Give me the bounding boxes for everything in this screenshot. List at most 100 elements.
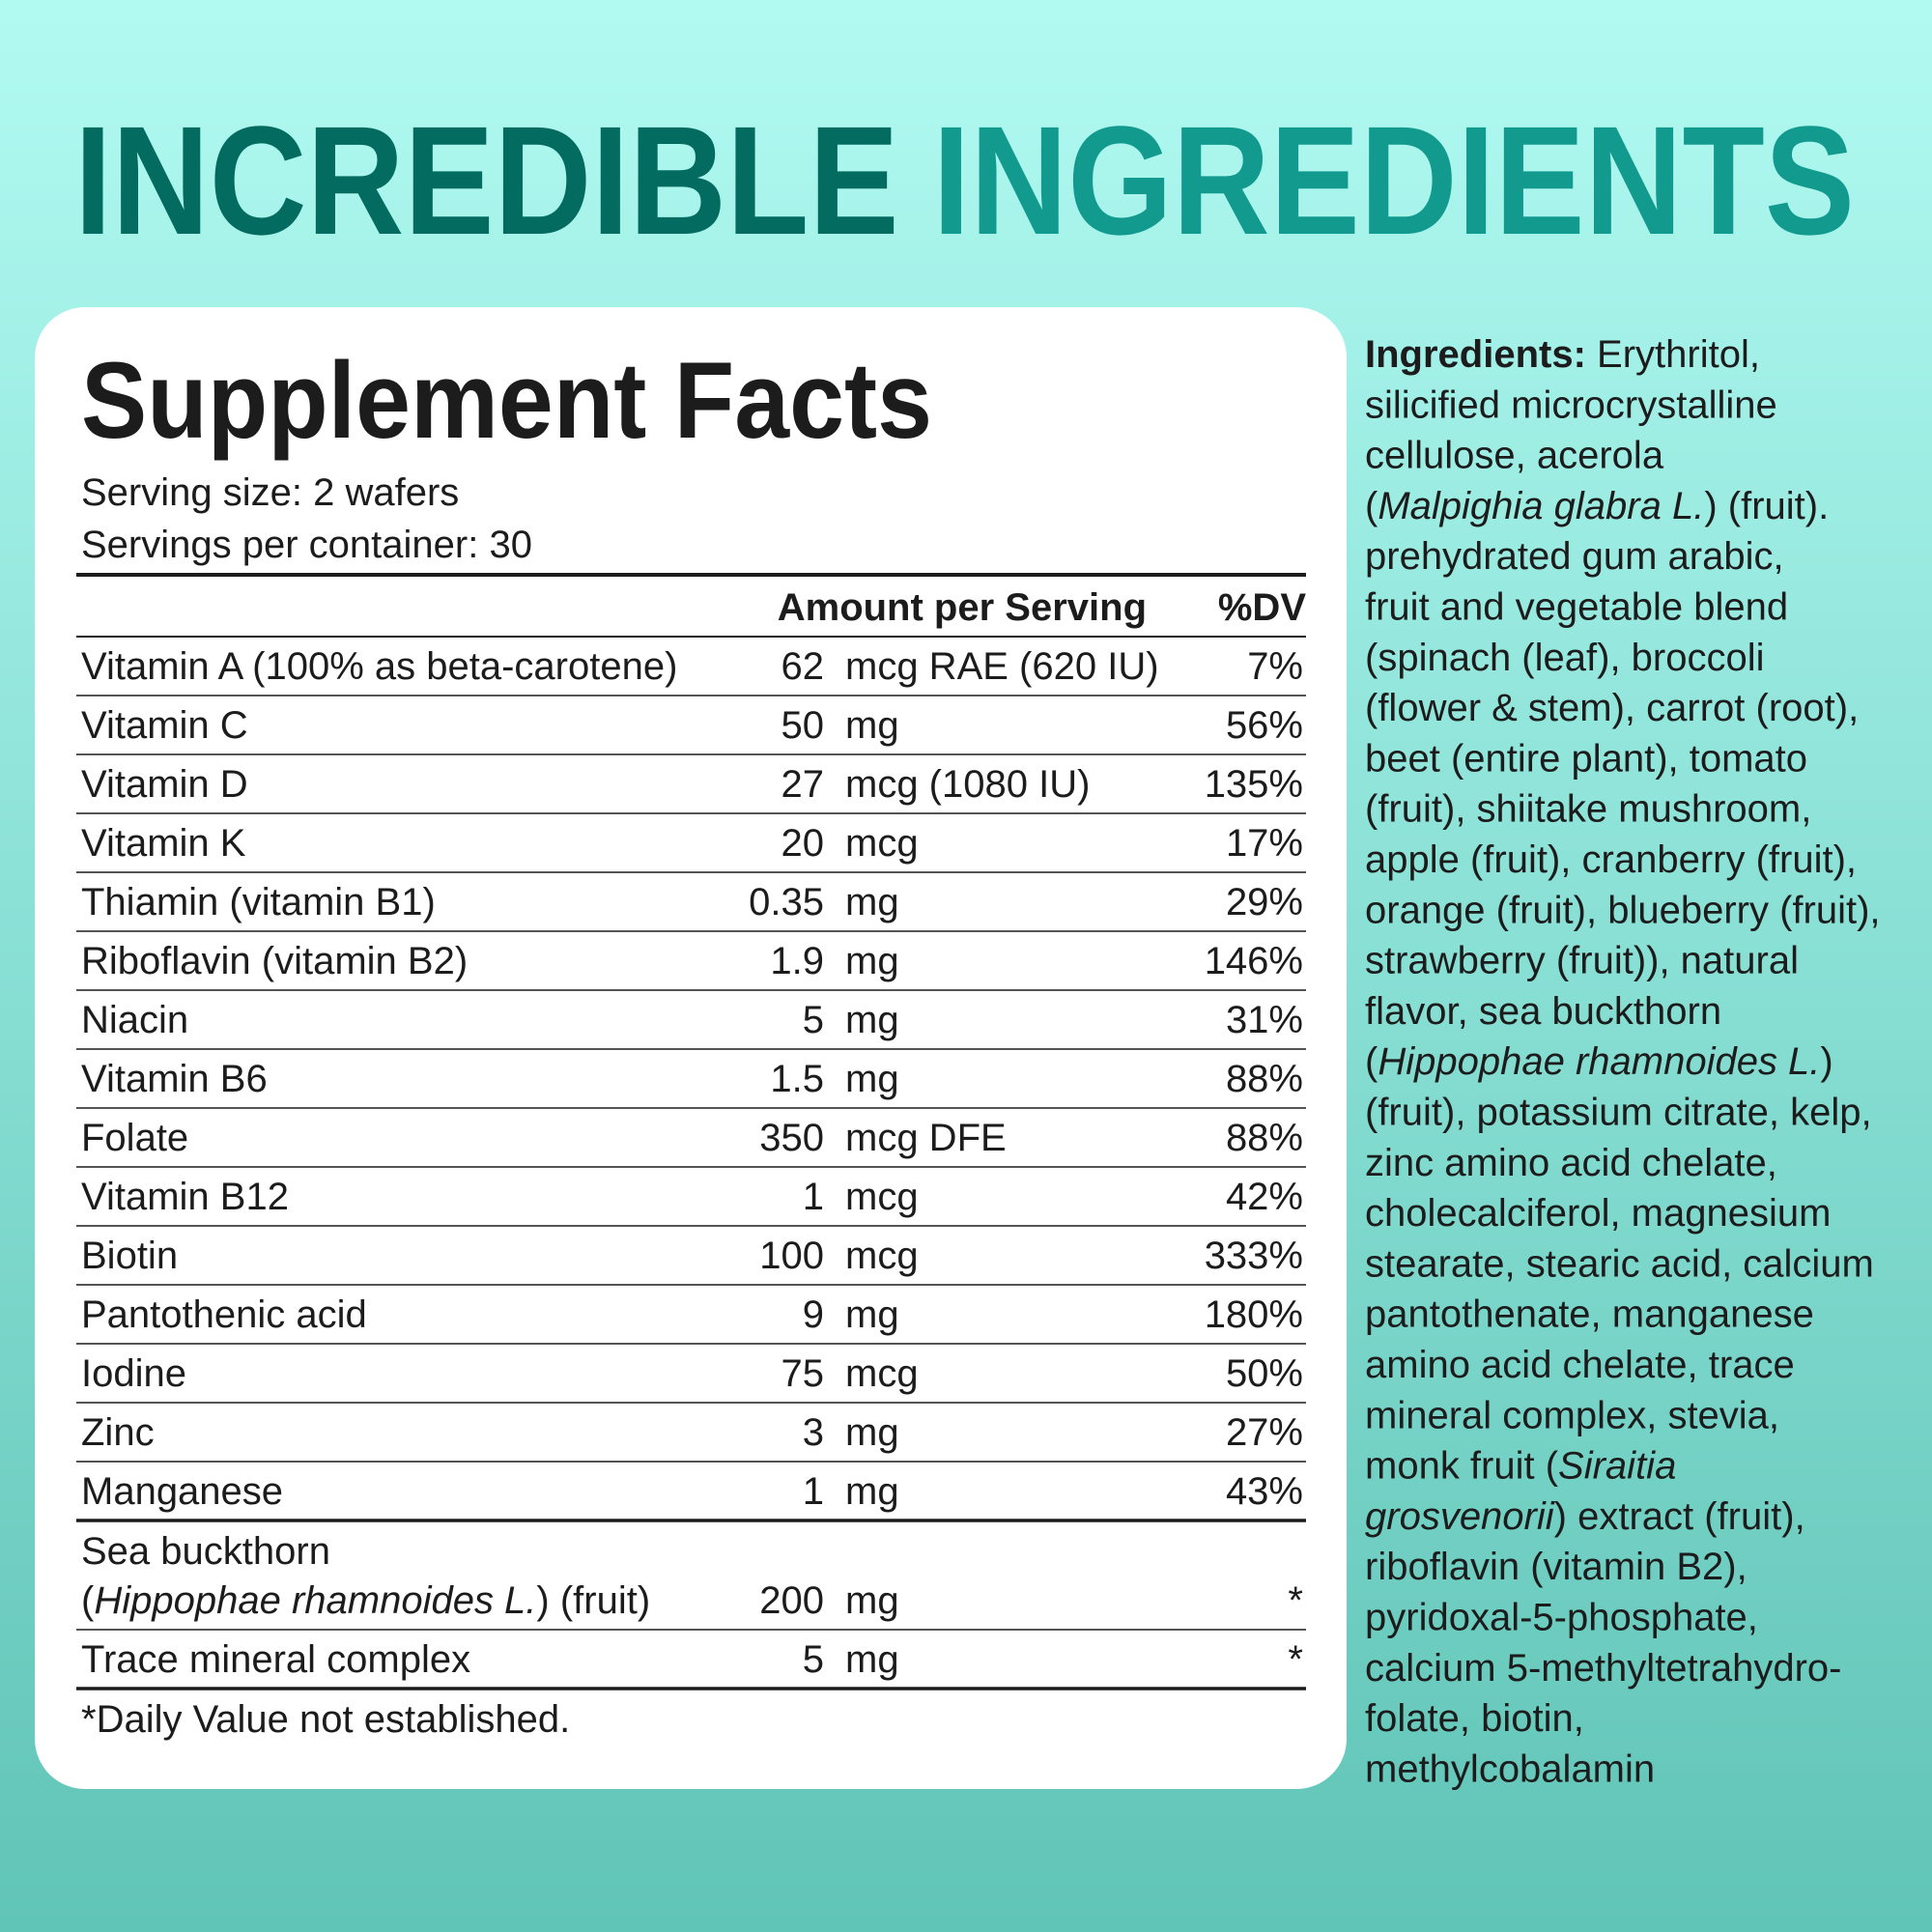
text-run: (flower & stem), carrot (root), xyxy=(1365,687,1859,729)
amount: 3 xyxy=(803,1411,824,1454)
nutrient-name: Riboflavin (vitamin B2) xyxy=(81,940,468,982)
text-run: Sea buckthorn xyxy=(81,1530,330,1573)
servings-per-container: Servings per container: 30 xyxy=(81,524,532,566)
nutrient-name: Vitamin C xyxy=(81,704,248,747)
italic-run: Malpighia glabra L. xyxy=(1378,485,1704,527)
text-run: orange (fruit), blueberry (fruit), xyxy=(1365,889,1881,931)
nutrient-name: Vitamin K xyxy=(81,822,246,865)
ingredients-line: (fruit), shiitake mushroom, xyxy=(1365,788,1811,831)
nutrient-name: Vitamin A (100% as beta-carotene) xyxy=(81,645,677,688)
amount: 1 xyxy=(803,1176,824,1218)
unit: mg xyxy=(845,1470,899,1513)
ingredients-line: (flower & stem), carrot (root), xyxy=(1365,687,1859,729)
ingredients-line: orange (fruit), blueberry (fruit), xyxy=(1365,889,1881,931)
ingredients-line: riboflavin (vitamin B2), xyxy=(1365,1546,1747,1588)
ingredients-line: mineral complex, stevia, xyxy=(1365,1394,1779,1436)
text-run: Erythritol, xyxy=(1586,333,1760,376)
unit: mg xyxy=(845,940,899,982)
daily-value: 17% xyxy=(1226,822,1303,865)
unit: mg xyxy=(845,1579,899,1622)
column-header: %DV xyxy=(1218,586,1306,629)
headline-word: INCREDIBLE xyxy=(74,94,899,267)
ingredients-line: silicified microcrystalline xyxy=(1365,384,1777,426)
label-run: Ingredients: xyxy=(1365,333,1586,376)
ingredients-line: monk fruit (Siraitia xyxy=(1365,1445,1676,1488)
ingredients-line: (Hippophae rhamnoides L.) xyxy=(1365,1040,1833,1083)
ingredients-line: cellulose, acerola xyxy=(1365,435,1664,477)
daily-value: 43% xyxy=(1226,1470,1303,1513)
text-run: riboflavin (vitamin B2), xyxy=(1365,1546,1747,1588)
amount: 1.9 xyxy=(770,940,824,982)
text-run: cholecalciferol, magnesium xyxy=(1365,1192,1831,1235)
ingredients-line: (fruit), potassium citrate, kelp, xyxy=(1365,1092,1872,1134)
amount: 350 xyxy=(759,1117,824,1159)
facts-title: Supplement Facts xyxy=(81,340,932,461)
unit: mg xyxy=(845,999,899,1041)
amount: 5 xyxy=(803,999,824,1041)
nutrient-name: Niacin xyxy=(81,999,188,1041)
daily-value: 7% xyxy=(1247,645,1303,688)
ingredients-line: folate, biotin, xyxy=(1365,1697,1584,1740)
daily-value: 29% xyxy=(1226,881,1303,923)
amount: 100 xyxy=(759,1235,824,1277)
ingredients-line: grosvenorii) extract (fruit), xyxy=(1365,1495,1805,1538)
ingredients-line: zinc amino acid chelate, xyxy=(1365,1142,1777,1184)
ingredients-line: pantothenate, manganese xyxy=(1365,1293,1814,1336)
amount: 50 xyxy=(781,704,825,747)
italic-run: grosvenorii xyxy=(1365,1495,1555,1538)
ingredients-line: apple (fruit), cranberry (fruit), xyxy=(1365,838,1857,881)
ingredients-line: strawberry (fruit)), natural xyxy=(1365,940,1799,982)
italic-run: Siraitia xyxy=(1558,1445,1676,1488)
ingredients-line: methylcobalamin xyxy=(1365,1747,1655,1790)
amount: 5 xyxy=(803,1638,824,1681)
text-run: pyridoxal-5-phosphate, xyxy=(1365,1597,1758,1639)
ingredients-line: beet (entire plant), tomato xyxy=(1365,737,1807,780)
ingredients-line: Ingredients: Erythritol, xyxy=(1365,333,1760,376)
text-run: mineral complex, stevia, xyxy=(1365,1394,1779,1436)
unit: mg xyxy=(845,704,899,747)
nutrient-name: Trace mineral complex xyxy=(81,1638,470,1681)
ingredients-line: calcium 5-methyltetrahydro- xyxy=(1365,1647,1842,1690)
daily-value: 56% xyxy=(1226,704,1303,747)
amount: 200 xyxy=(759,1579,824,1622)
unit: mcg xyxy=(845,822,919,865)
text-run: apple (fruit), cranberry (fruit), xyxy=(1365,838,1857,881)
unit: mcg (1080 IU) xyxy=(845,763,1090,806)
text-run: calcium 5-methyltetrahydro- xyxy=(1365,1647,1842,1690)
text-run: ( xyxy=(1365,485,1378,527)
daily-value: * xyxy=(1288,1638,1303,1681)
facts-card xyxy=(35,307,1347,1789)
nutrient-name: Thiamin (vitamin B1) xyxy=(81,881,436,923)
text-run: cellulose, acerola xyxy=(1365,435,1664,477)
daily-value: 180% xyxy=(1205,1293,1303,1336)
nutrient-name: Biotin xyxy=(81,1235,178,1277)
daily-value: 146% xyxy=(1205,940,1303,982)
ingredients-line: flavor, sea buckthorn xyxy=(1365,990,1721,1033)
text-run: ( xyxy=(1365,1040,1378,1083)
amount: 62 xyxy=(781,645,825,688)
ingredients-line: prehydrated gum arabic, xyxy=(1365,535,1784,578)
text-run: ) xyxy=(1820,1040,1833,1083)
text-run: flavor, sea buckthorn xyxy=(1365,990,1721,1033)
text-run: methylcobalamin xyxy=(1365,1747,1655,1790)
unit: mg xyxy=(845,1293,899,1336)
text-run: strawberry (fruit)), natural xyxy=(1365,940,1799,982)
text-run: (fruit), shiitake mushroom, xyxy=(1365,788,1811,831)
unit: mg xyxy=(845,1638,899,1681)
text-run: folate, biotin, xyxy=(1365,1697,1584,1740)
daily-value: 88% xyxy=(1226,1058,1303,1100)
text-run: ( xyxy=(81,1579,95,1622)
text-run: monk fruit ( xyxy=(1365,1445,1559,1488)
nutrient-name: (Hippophae rhamnoides L.) (fruit) xyxy=(81,1579,650,1622)
serving-size: Serving size: 2 wafers xyxy=(81,471,459,514)
nutrient-name: Sea buckthorn xyxy=(81,1530,330,1573)
daily-value: 42% xyxy=(1226,1176,1303,1218)
text-run: zinc amino acid chelate, xyxy=(1365,1142,1777,1184)
nutrient-name: Vitamin B6 xyxy=(81,1058,268,1100)
daily-value: 50% xyxy=(1226,1352,1303,1395)
daily-value: 135% xyxy=(1205,763,1303,806)
amount: 9 xyxy=(803,1293,824,1336)
text-run: silicified microcrystalline xyxy=(1365,384,1777,426)
daily-value: 88% xyxy=(1226,1117,1303,1159)
amount: 75 xyxy=(781,1352,825,1395)
